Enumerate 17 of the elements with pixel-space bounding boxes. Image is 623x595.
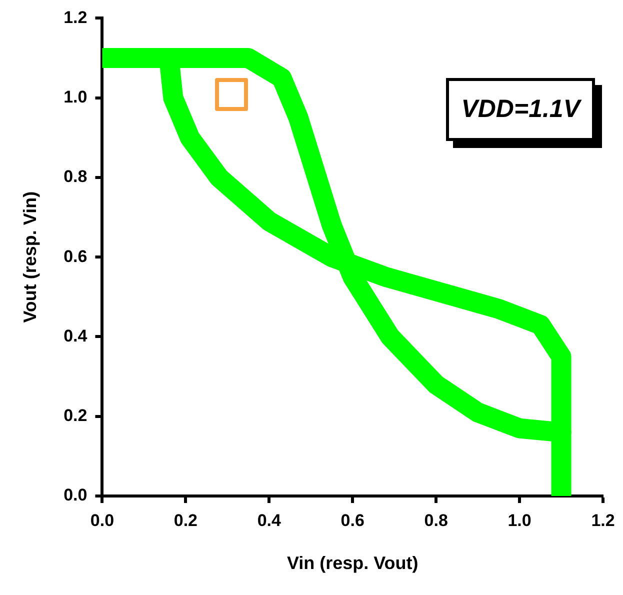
y-tick-label: 0.6 bbox=[64, 246, 88, 266]
x-axis-title: Vin (resp. Vout) bbox=[286, 553, 418, 574]
annotation: VDD=1.1V bbox=[446, 78, 595, 142]
y-tick-label: 0.4 bbox=[64, 326, 88, 346]
x-tick-label: 1.0 bbox=[508, 510, 532, 530]
y-tick-label: 0.0 bbox=[64, 486, 88, 505]
y-tick-label: 0.2 bbox=[64, 406, 88, 426]
x-tick-label: 1.2 bbox=[591, 510, 615, 530]
x-tick-label: 0.0 bbox=[90, 510, 114, 530]
y-tick-label: 1.0 bbox=[64, 88, 88, 107]
x-tick-label: 0.8 bbox=[424, 510, 448, 530]
x-tick-label: 0.6 bbox=[340, 510, 364, 530]
y-tick-label: 1.2 bbox=[64, 8, 88, 27]
y-axis-title: Vout (resp. Vin) bbox=[20, 191, 40, 323]
y-tick-label: 0.8 bbox=[64, 167, 88, 186]
x-tick-label: 0.2 bbox=[174, 510, 198, 530]
x-tick-label: 0.4 bbox=[257, 510, 282, 530]
